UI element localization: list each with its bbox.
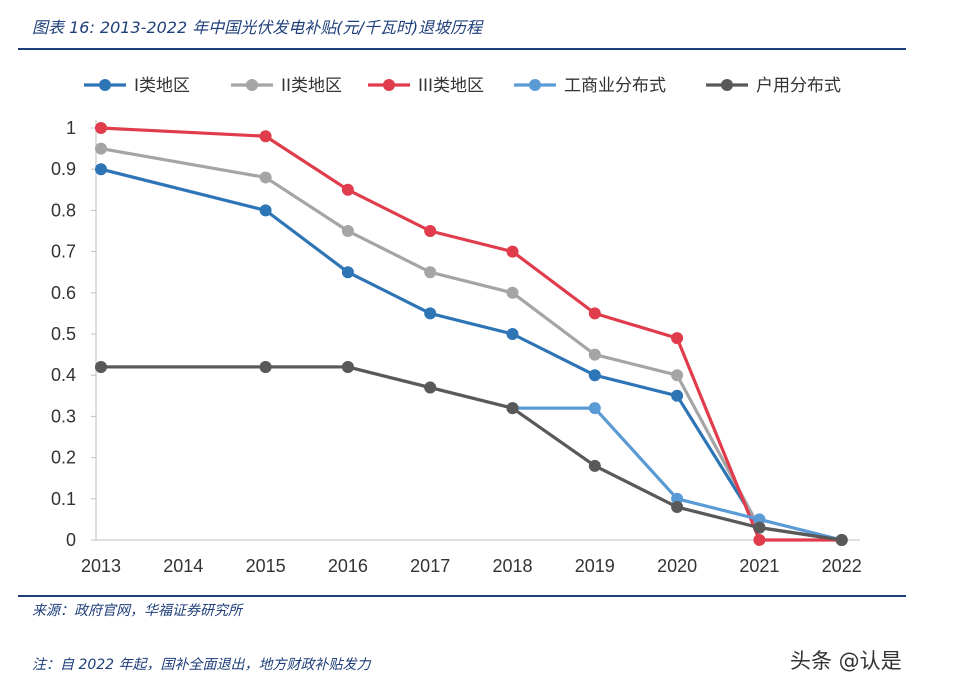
x-tick-label: 2014 [163, 556, 203, 576]
data-point [95, 122, 107, 134]
series-line [101, 365, 842, 542]
x-tick-label: 2016 [328, 556, 368, 576]
data-point [506, 286, 519, 299]
legend-item: II类地区 [231, 76, 342, 96]
y-tick-label: 0.5 [51, 324, 76, 344]
legend-item: III类地区 [368, 76, 484, 96]
data-point [753, 513, 766, 526]
data-point [424, 307, 437, 320]
y-tick-label: 0.1 [51, 489, 76, 509]
x-tick-label: 2022 [822, 556, 862, 576]
data-point [341, 360, 354, 373]
series-1 [95, 163, 848, 546]
series-5 [95, 360, 848, 546]
legend-swatch-marker [99, 79, 111, 91]
legend-label: 户用分布式 [756, 76, 841, 96]
legend-swatch-marker [383, 79, 395, 91]
x-tick-label: 2018 [492, 556, 532, 576]
y-tick-label: 0.2 [51, 448, 76, 468]
series-line [101, 365, 843, 542]
data-point [835, 534, 848, 546]
y-tick-label: 0 [66, 530, 76, 550]
data-point [671, 332, 684, 345]
data-point [671, 492, 684, 505]
data-point [259, 204, 272, 217]
y-tick-label: 1 [66, 118, 76, 138]
legend-label: III类地区 [418, 76, 484, 96]
data-point [671, 389, 684, 402]
data-point [588, 402, 601, 415]
data-point [341, 266, 354, 279]
x-tick-label: 2017 [410, 556, 450, 576]
figure-title: 图表 16: 2013-2022 年中国光伏发电补贴(元/千瓦时)退坡历程 [32, 18, 483, 37]
legend-swatch-marker [721, 79, 733, 91]
data-point [588, 369, 601, 382]
data-point [753, 521, 766, 534]
data-point [341, 225, 354, 237]
source-text: 来源：政府官网，华福证券研究所 [32, 603, 242, 619]
data-point [259, 171, 272, 184]
legend-item: I类地区 [84, 76, 190, 96]
data-point [588, 307, 601, 320]
y-tick-label: 0.9 [51, 159, 76, 179]
legend-item: 工商业分布式 [514, 76, 666, 96]
data-point [671, 369, 684, 382]
data-point [95, 360, 107, 373]
y-tick-label: 0.4 [51, 365, 76, 385]
y-tick-label: 0.6 [51, 283, 76, 303]
series-line [100, 126, 842, 542]
legend-item: 户用分布式 [706, 76, 841, 96]
data-point [588, 348, 601, 361]
source-rule [18, 595, 906, 597]
data-point [506, 245, 519, 258]
data-point [95, 142, 107, 155]
y-tick-label: 0.7 [51, 242, 76, 262]
legend-label: II类地区 [281, 76, 342, 96]
title-rule [18, 48, 906, 50]
line-chart: 0 0.1 0.2 0.3 0.4 0.5 0.6 0.7 0.8 0.9 1 2013 2014 201… [51, 76, 862, 576]
footnote-text: 注：自 2022 年起，国补全面退出，地方财政补贴发力 [32, 657, 371, 673]
data-point [259, 360, 272, 373]
data-point [424, 225, 437, 237]
data-point [506, 402, 519, 415]
legend-label: I类地区 [134, 76, 190, 96]
data-point [341, 183, 354, 196]
legend-label: 工商业分布式 [564, 76, 666, 96]
data-point [424, 266, 437, 279]
x-tick-label: 2019 [575, 556, 615, 576]
y-tick-label: 0.3 [51, 406, 76, 426]
x-tick-label: 2020 [657, 556, 697, 576]
data-point [671, 501, 684, 514]
data-point [95, 163, 107, 176]
series-4 [95, 360, 848, 546]
y-tick-label: 0.8 [51, 200, 76, 220]
data-point [424, 381, 437, 394]
data-point [588, 459, 601, 472]
legend-swatch-marker [529, 79, 541, 91]
x-tick-label: 2021 [739, 556, 779, 576]
data-point [753, 534, 766, 546]
watermark-text: 头条 @认是 [790, 649, 902, 673]
legend-swatch-marker [246, 79, 258, 91]
x-tick-label: 2015 [246, 556, 286, 576]
data-point [259, 130, 272, 143]
series-3 [95, 122, 848, 546]
data-point [506, 328, 519, 340]
x-tick-label: 2013 [81, 556, 121, 576]
series-line [100, 167, 842, 542]
